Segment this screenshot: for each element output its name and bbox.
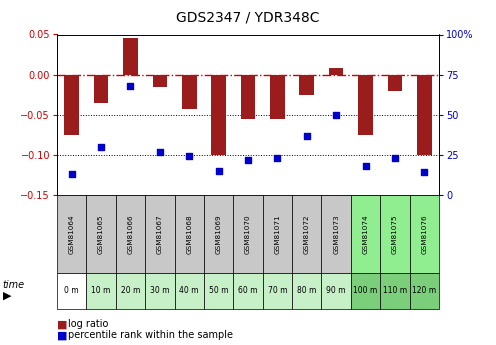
Text: GSM81069: GSM81069 — [216, 214, 222, 254]
Text: 70 m: 70 m — [268, 286, 287, 295]
Bar — [64, 75, 79, 135]
Text: ■: ■ — [57, 319, 67, 329]
Text: 100 m: 100 m — [353, 286, 377, 295]
Text: GSM81067: GSM81067 — [157, 214, 163, 254]
Bar — [94, 75, 109, 103]
Text: GSM81076: GSM81076 — [421, 214, 427, 254]
Bar — [211, 75, 226, 155]
Text: log ratio: log ratio — [68, 319, 108, 329]
Text: 120 m: 120 m — [412, 286, 436, 295]
Text: GSM81071: GSM81071 — [274, 214, 280, 254]
Point — [156, 149, 164, 154]
Text: GSM81066: GSM81066 — [127, 214, 133, 254]
Bar — [241, 75, 255, 119]
Bar — [270, 75, 285, 119]
Bar — [417, 75, 432, 155]
Point — [273, 155, 281, 161]
Text: time: time — [2, 280, 25, 290]
Text: GSM81064: GSM81064 — [69, 214, 75, 254]
Text: 0 m: 0 m — [64, 286, 79, 295]
Point — [244, 157, 252, 162]
Text: 20 m: 20 m — [121, 286, 140, 295]
Bar — [358, 75, 373, 135]
Bar — [300, 75, 314, 95]
Point — [303, 133, 310, 138]
Text: GSM81065: GSM81065 — [98, 214, 104, 254]
Bar — [182, 75, 196, 109]
Point — [186, 154, 193, 159]
Point — [215, 168, 223, 174]
Text: GSM81072: GSM81072 — [304, 214, 310, 254]
Text: GDS2347 / YDR348C: GDS2347 / YDR348C — [176, 10, 320, 24]
Text: GSM81073: GSM81073 — [333, 214, 339, 254]
Text: 60 m: 60 m — [238, 286, 258, 295]
Bar — [329, 68, 343, 75]
Text: ■: ■ — [57, 331, 67, 340]
Text: 30 m: 30 m — [150, 286, 170, 295]
Text: GSM81070: GSM81070 — [245, 214, 251, 254]
Text: GSM81074: GSM81074 — [363, 214, 369, 254]
Bar — [123, 38, 138, 75]
Point — [332, 112, 340, 117]
Point — [97, 144, 105, 150]
Text: 80 m: 80 m — [297, 286, 316, 295]
Text: 110 m: 110 m — [383, 286, 407, 295]
Text: 10 m: 10 m — [91, 286, 111, 295]
Point — [68, 171, 76, 177]
Point — [391, 155, 399, 161]
Text: GSM81075: GSM81075 — [392, 214, 398, 254]
Bar — [152, 75, 167, 87]
Point — [420, 170, 428, 175]
Text: GSM81068: GSM81068 — [186, 214, 192, 254]
Text: 40 m: 40 m — [180, 286, 199, 295]
Text: 90 m: 90 m — [326, 286, 346, 295]
Text: 50 m: 50 m — [209, 286, 228, 295]
Point — [126, 83, 134, 89]
Point — [362, 163, 370, 169]
Text: percentile rank within the sample: percentile rank within the sample — [68, 331, 233, 340]
Text: ▶: ▶ — [2, 291, 11, 301]
Bar — [387, 75, 402, 91]
